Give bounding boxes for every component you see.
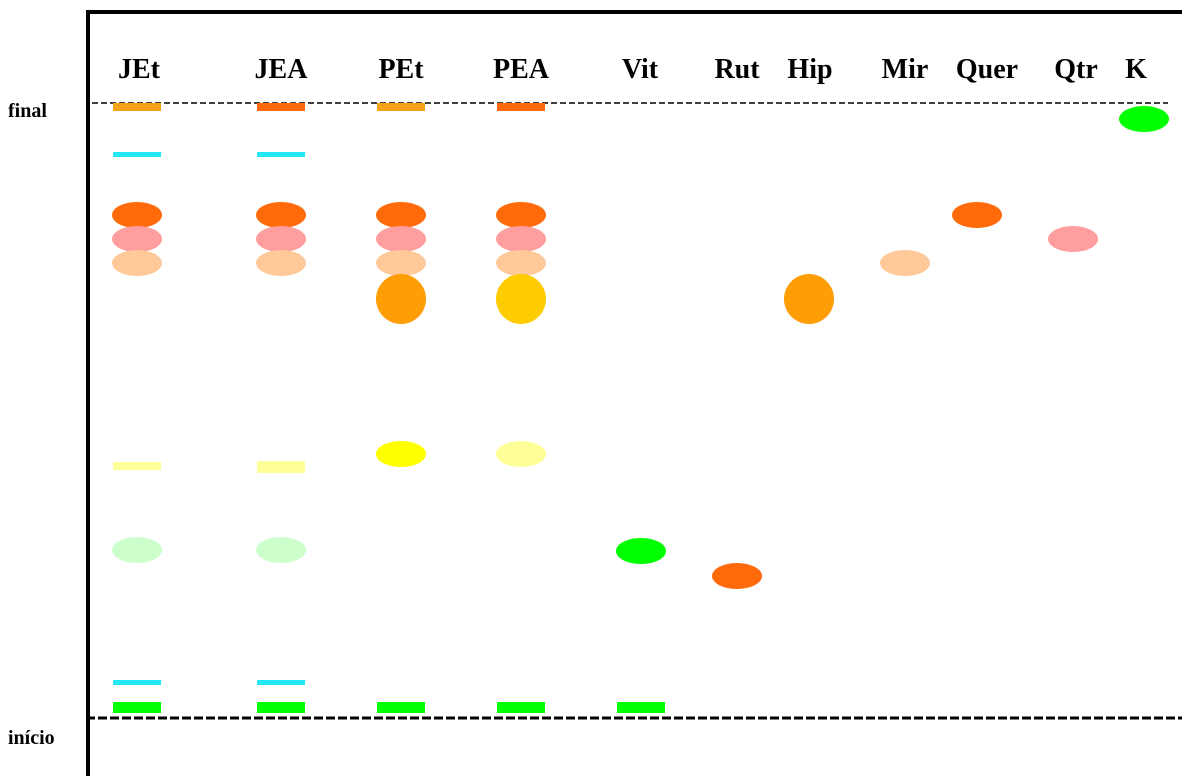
spot [880,250,930,276]
lane-rut-spots [712,563,762,589]
spot [496,226,546,252]
spot-band [377,103,425,111]
lane-label-pea: PEA [493,54,550,85]
spot-band [257,680,305,685]
spot-band [257,461,305,473]
spot [1048,226,1098,252]
spot [496,250,546,276]
lane-label-quer: Quer [956,54,1018,85]
spot-band [113,680,161,685]
spot-band [257,702,305,713]
lane-jea-spots [256,103,306,713]
lane-pet-spots [376,103,426,713]
spot [712,563,762,589]
lane-hip-spots [784,274,834,324]
lane-label-rut: Rut [714,54,760,85]
lane-pea-spots [496,103,546,713]
spot-band [113,462,161,470]
spot [376,250,426,276]
spot [496,202,546,228]
lane-label-hip: Hip [787,54,832,85]
spot [256,537,306,563]
spot-band [113,103,161,111]
spot [376,226,426,252]
lane-qtr-spots [1048,226,1098,252]
spot [376,441,426,467]
lane-label-mir: Mir [882,54,929,85]
spot-band [497,702,545,713]
spot [496,274,546,324]
spot [256,250,306,276]
spot [256,226,306,252]
spot [112,250,162,276]
spot [616,538,666,564]
spot-band [113,702,161,713]
solvent-front-label: final [8,100,47,122]
spot [1119,106,1169,132]
spot [952,202,1002,228]
spot [376,274,426,324]
lane-label-jea: JEA [255,54,309,85]
spot [376,202,426,228]
lane-mir-spots [880,250,930,276]
lane-vit-spots [616,538,666,713]
spot-band [257,152,305,157]
lane-label-k: K [1125,54,1147,85]
lane-quer-spots [952,202,1002,228]
spot [496,441,546,467]
spot [256,202,306,228]
spot [112,226,162,252]
lane-label-jet: JEt [118,54,161,85]
lane-label-vit: Vit [622,54,659,85]
lane-label-pet: PEt [378,54,424,85]
origin-label: início [8,727,55,749]
spot-band [497,103,545,111]
spot-band [113,152,161,157]
spot-band [617,702,665,713]
lane-k-spots [1119,106,1169,132]
spot [784,274,834,324]
spot [112,202,162,228]
spot [112,537,162,563]
spot-band [377,702,425,713]
lane-label-qtr: Qtr [1054,54,1098,85]
spot-band [257,103,305,111]
lane-jet-spots [112,103,162,713]
